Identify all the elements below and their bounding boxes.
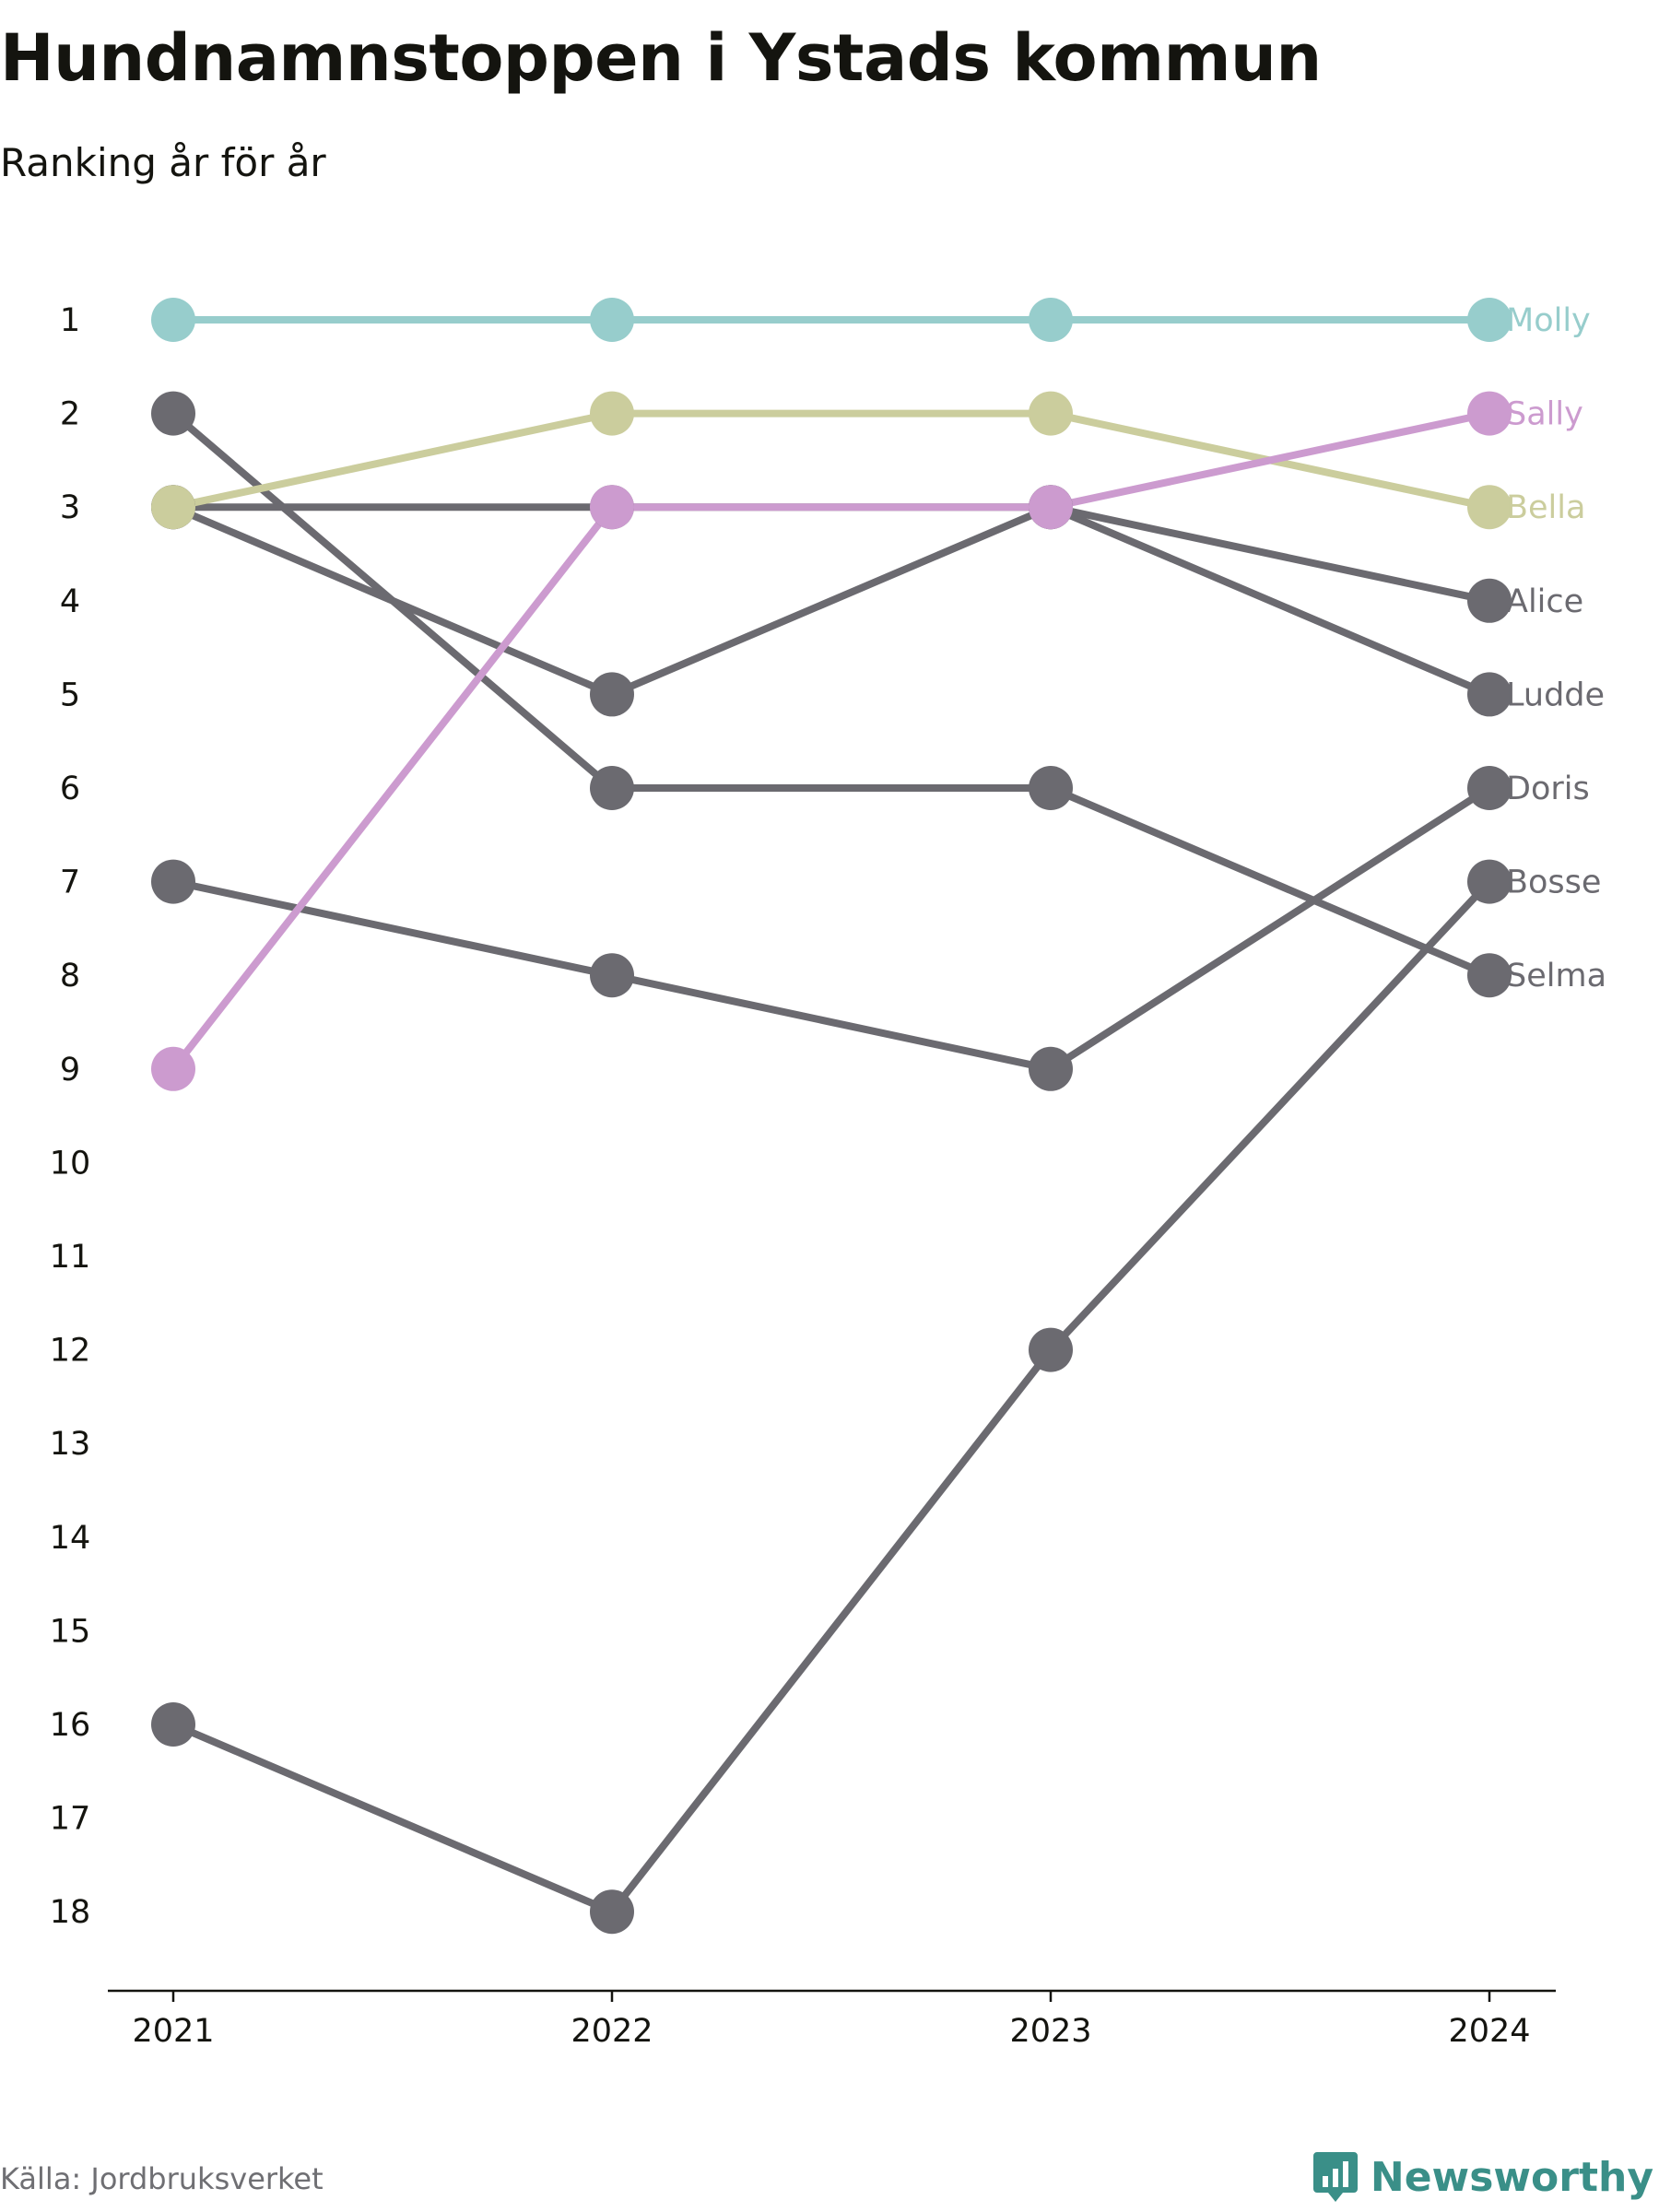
data-point-selma <box>590 766 634 810</box>
data-point-doris <box>1029 1046 1073 1091</box>
series-line-bella <box>170 409 1493 512</box>
series-label-doris: Doris <box>1506 771 1590 807</box>
y-tick-label: 13 <box>50 1426 91 1463</box>
y-tick-label: 10 <box>50 1145 91 1182</box>
y-tick-label: 7 <box>60 865 80 901</box>
series-line-bosse <box>170 877 1493 1916</box>
data-point-bosse <box>151 1702 195 1747</box>
data-point-molly <box>1029 298 1073 342</box>
data-point-molly <box>151 298 195 342</box>
y-tick-label: 6 <box>60 771 80 807</box>
series-label-molly: Molly <box>1506 302 1591 339</box>
data-point-alice <box>1467 578 1512 623</box>
data-point-bosse <box>590 1889 634 1935</box>
data-point-bella <box>1467 485 1512 530</box>
y-tick-label: 18 <box>50 1894 91 1931</box>
y-tick-label: 4 <box>60 583 80 620</box>
series-line-selma <box>170 409 1493 980</box>
brand-name: Newsworthy <box>1370 2153 1653 2201</box>
y-tick-label: 1 <box>60 302 80 339</box>
series-label-alice: Alice <box>1506 583 1583 620</box>
data-point-bella <box>151 485 195 530</box>
y-tick-label: 15 <box>50 1613 91 1650</box>
series-label-ludde: Ludde <box>1506 677 1605 713</box>
y-tick-label: 14 <box>50 1520 91 1557</box>
series-lines <box>170 316 1493 1916</box>
x-tick-label: 2022 <box>571 2013 653 2050</box>
data-point-alice <box>590 672 634 717</box>
data-point-molly <box>1467 298 1512 342</box>
series-label-sally: Sally <box>1506 396 1583 433</box>
y-tick-label: 12 <box>50 1333 91 1370</box>
series-label-bella: Bella <box>1506 489 1585 526</box>
chart-subtitle: Ranking år för år <box>0 140 326 185</box>
data-point-sally <box>151 1046 195 1091</box>
data-point-sally <box>1029 485 1073 530</box>
data-point-sally <box>590 485 634 530</box>
brand-logo[interactable]: Newsworthy <box>1312 2150 1653 2204</box>
data-point-doris <box>590 953 634 998</box>
series-label-bosse: Bosse <box>1506 865 1601 901</box>
y-tick-label: 3 <box>60 489 80 526</box>
y-tick-label: 17 <box>50 1801 91 1838</box>
data-point-bosse <box>1467 859 1512 904</box>
x-tick-label: 2023 <box>1009 2013 1091 2050</box>
data-point-bella <box>590 391 634 436</box>
series-points <box>151 298 1512 1935</box>
x-tick-label: 2024 <box>1448 2013 1530 2050</box>
data-point-selma <box>1467 953 1512 998</box>
source-note: Källa: Jordbruksverket <box>0 2161 324 2196</box>
data-point-selma <box>151 391 195 436</box>
series-label-selma: Selma <box>1506 958 1606 994</box>
x-tick-label: 2021 <box>132 2013 214 2050</box>
x-axis: 2021 2022 2023 2024 <box>108 1989 1556 2050</box>
bar-chart-speech-bubble-icon <box>1312 2152 1358 2202</box>
chart-title: Hundnamnstoppen i Ystads kommun <box>0 20 1322 96</box>
y-tick-label: 16 <box>50 1707 91 1744</box>
series-line-doris <box>170 784 1493 1073</box>
y-tick-label: 5 <box>60 677 80 713</box>
y-tick-label: 11 <box>50 1239 91 1276</box>
data-point-selma <box>1029 766 1073 810</box>
data-point-sally <box>1467 391 1512 436</box>
y-tick-label: 9 <box>60 1052 80 1088</box>
data-point-doris <box>151 859 195 904</box>
data-point-doris <box>1467 766 1512 810</box>
y-tick-label: 2 <box>60 396 80 433</box>
data-point-ludde <box>1467 672 1512 717</box>
series-end-labels: Selma Bosse Doris Ludde Alice Bella Sally Molly <box>1506 302 1606 994</box>
y-tick-label: 8 <box>60 958 80 994</box>
data-point-bosse <box>1029 1327 1073 1372</box>
series-line-sally <box>170 409 1493 1073</box>
data-point-molly <box>590 298 634 342</box>
data-point-bella <box>1029 391 1073 436</box>
series-line-alice <box>170 503 1493 699</box>
